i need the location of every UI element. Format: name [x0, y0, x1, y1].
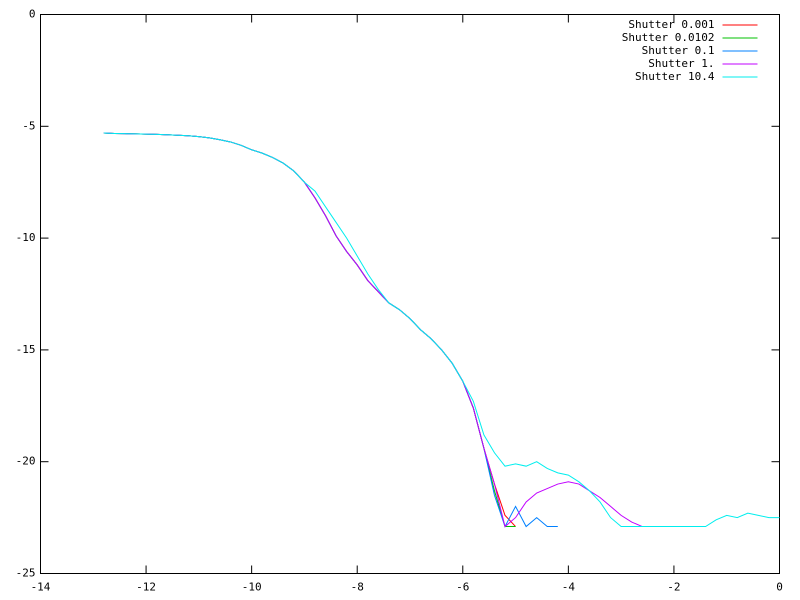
x-tick-label: -8 [351, 581, 364, 594]
legend-label: Shutter 0.001 [628, 18, 714, 31]
legend-label: Shutter 0.1 [642, 44, 715, 57]
x-tick-label: -6 [456, 581, 469, 594]
y-tick-label: -10 [16, 231, 36, 244]
y-tick-label: -5 [22, 119, 35, 132]
series-line [103, 132, 780, 528]
x-tick-label: -2 [667, 581, 680, 594]
x-tick-label: -12 [136, 581, 156, 594]
x-tick-label: 0 [776, 581, 783, 594]
legend-label: Shutter 10.4 [635, 70, 715, 83]
plot-area [103, 132, 780, 528]
legend-label: Shutter 0.0102 [622, 31, 715, 44]
y-tick-label: -15 [16, 343, 36, 356]
y-tick-label: 0 [29, 8, 36, 21]
legend-label: Shutter 1. [648, 57, 714, 70]
x-tick-label: -10 [242, 581, 262, 594]
axes: -25-20-15-10-50-14 -12 -10 -8 -6 -4 -2 0 [16, 8, 783, 594]
x-tick-label: -14 [31, 581, 51, 594]
x-tick-label: -4 [562, 581, 576, 594]
y-tick-label: -20 [16, 455, 36, 468]
plot-frame [40, 14, 780, 574]
y-tick-label: -25 [16, 567, 36, 580]
